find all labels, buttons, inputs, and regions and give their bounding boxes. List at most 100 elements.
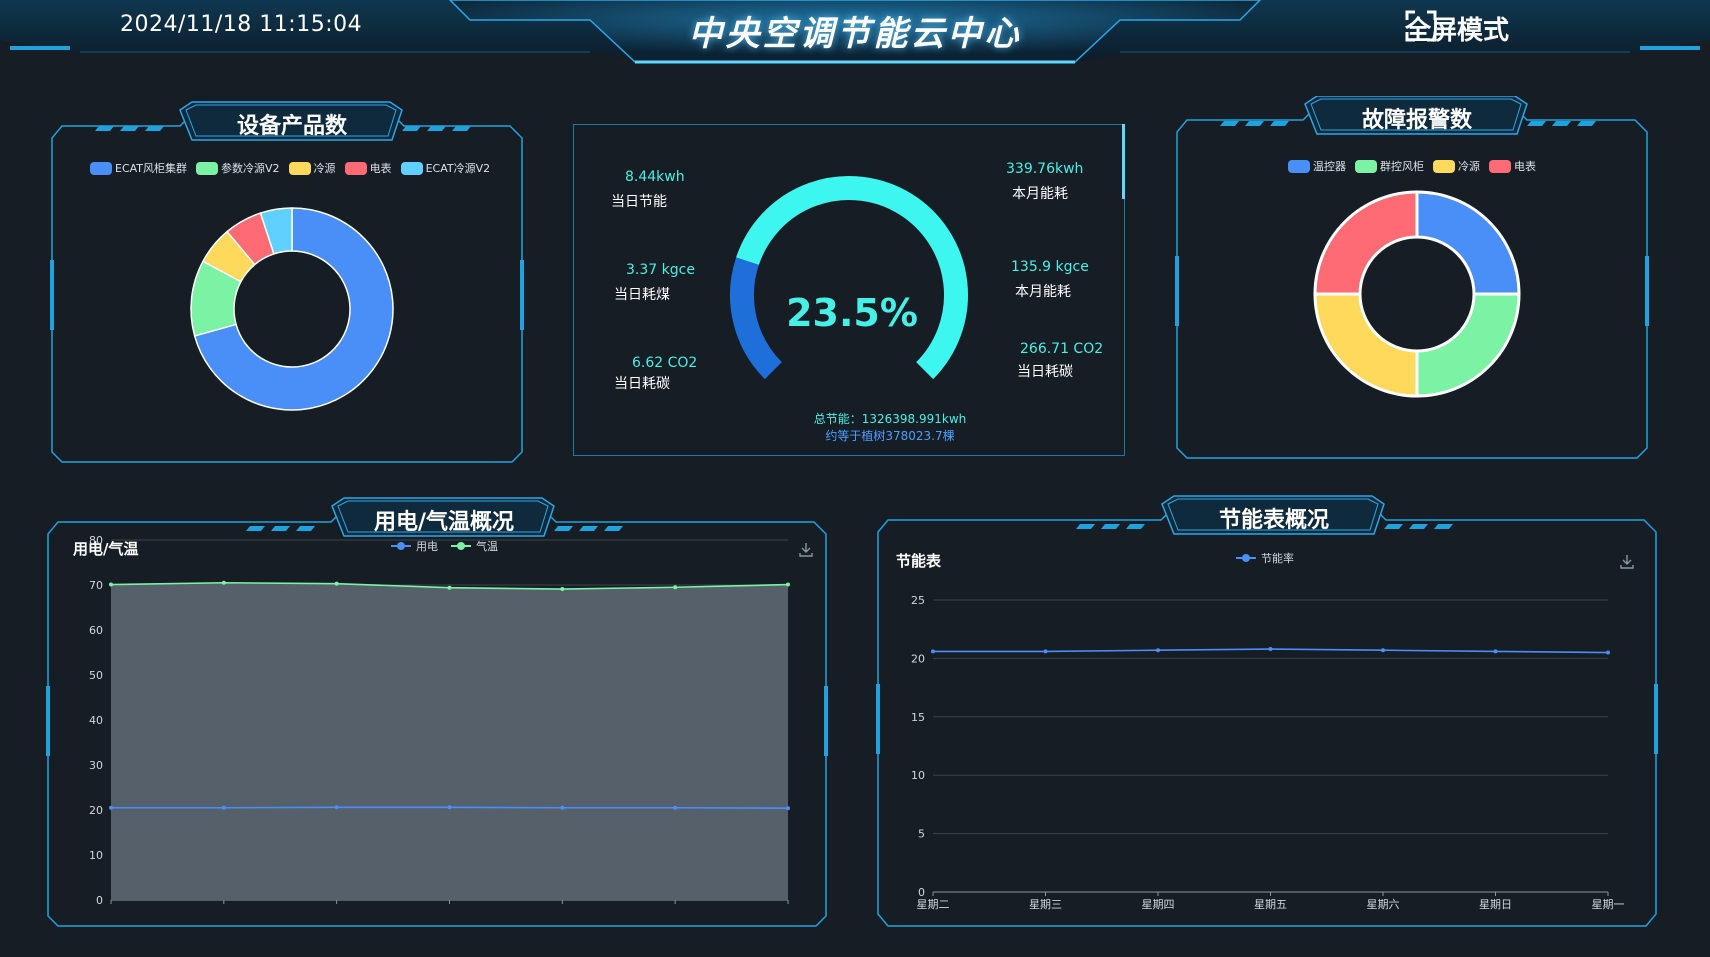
data-point[interactable]: [1268, 647, 1273, 652]
tree-equivalent: 约等于植树378023.7棵: [825, 429, 955, 443]
legend-swatch: [1288, 159, 1310, 173]
x-tick-label: 星期六: [1367, 898, 1400, 911]
legend-marker: [397, 542, 405, 550]
legend-swatch: [288, 161, 311, 175]
download-icon[interactable]: [1619, 554, 1635, 570]
legend-label: 电表: [1514, 160, 1536, 173]
legend-swatch: [400, 161, 423, 175]
page-title: 中央空调节能云中心: [688, 14, 1022, 54]
legend-item[interactable]: ECAT冷源V2: [400, 160, 491, 176]
device-count-panel: 设备产品数 ECAT风柜集群 参数冷源V2 冷源 电表 ECAT冷源V2: [50, 100, 525, 465]
y-tick-label: 0: [96, 894, 103, 907]
legend-label: 参数冷源V2: [221, 162, 280, 175]
legend-label: 群控风柜: [1380, 160, 1424, 173]
legend-label[interactable]: 用电: [416, 540, 438, 553]
x-tick-label: 星期三: [1029, 898, 1062, 911]
datetime-display: 2024/11/18 11:15:04: [120, 12, 363, 37]
power-temperature-chart: 0 10 20 30 40 50 60 70 80 用电 气温: [89, 534, 790, 907]
header-bar: 2024/11/18 11:15:04 中央空调节能云中心 全屏模式: [0, 0, 1710, 70]
x-tick-label: 星期二: [917, 898, 950, 911]
data-point[interactable]: [334, 805, 339, 810]
y-tick-label: 40: [89, 714, 103, 727]
legend-swatch: [196, 161, 219, 175]
legend-item[interactable]: 冷源: [1433, 158, 1480, 174]
data-point[interactable]: [673, 585, 678, 590]
panel-title: 用电/气温概况: [373, 510, 515, 535]
legend-item[interactable]: 群控风柜: [1355, 158, 1424, 174]
legend-label: ECAT冷源V2: [425, 162, 491, 175]
panel-frame: [1175, 96, 1649, 459]
data-point[interactable]: [786, 806, 790, 811]
panel-frame: [50, 101, 524, 463]
data-point[interactable]: [560, 805, 565, 810]
legend-label: 电表: [369, 162, 392, 175]
stat-monthly-coal: 135.9 kgce 本月能耗: [1011, 259, 1089, 301]
stat-daily-coal: 3.37 kgce 当日耗煤: [614, 262, 695, 304]
legend-item[interactable]: 冷源: [288, 160, 336, 176]
energy-saving-panel: 8.44kwh 当日节能 3.37 kgce 当日耗煤 6.62 CO2 当日耗…: [573, 124, 1125, 456]
data-point[interactable]: [673, 805, 678, 810]
panel-frame: [46, 497, 828, 927]
data-point[interactable]: [109, 582, 113, 587]
panel-title: 设备产品数: [236, 114, 347, 139]
donut-slice[interactable]: [259, 207, 293, 255]
fullscreen-button[interactable]: 全屏模式: [1405, 10, 1509, 46]
chart-title: 用电/气温: [73, 540, 139, 558]
data-point[interactable]: [221, 805, 226, 810]
energy-gauge: [730, 176, 968, 380]
panel-accent: [1122, 124, 1125, 199]
data-point[interactable]: [1043, 649, 1048, 654]
panel-frame: [876, 495, 1658, 927]
stat-value: 266.71 CO2: [1020, 341, 1104, 357]
legend-swatch: [1355, 159, 1377, 173]
data-point[interactable]: [560, 587, 565, 592]
legend-item[interactable]: 参数冷源V2: [196, 160, 280, 176]
gauge-progress-arc: [730, 257, 783, 380]
legend-item[interactable]: 温控器: [1288, 158, 1346, 174]
donut-slice[interactable]: [1415, 292, 1521, 398]
legend-item[interactable]: 电表: [1489, 158, 1536, 174]
data-point[interactable]: [447, 805, 452, 810]
stat-label: 当日节能: [611, 194, 667, 210]
x-tick-label: 星期日: [1479, 898, 1512, 911]
data-point[interactable]: [786, 582, 790, 587]
stat-label: 当日耗碳: [614, 376, 670, 392]
y-tick-label: 60: [89, 624, 103, 637]
legend-label[interactable]: 气温: [476, 539, 498, 553]
y-tick-label: 15: [911, 711, 925, 724]
data-point[interactable]: [1156, 648, 1160, 653]
y-tick-label: 80: [89, 534, 103, 547]
data-point[interactable]: [1493, 649, 1498, 654]
legend-label[interactable]: 节能率: [1261, 551, 1294, 565]
donut-slice[interactable]: [1313, 190, 1419, 296]
data-point[interactable]: [109, 805, 113, 810]
legend-label: ECAT风柜集群: [115, 162, 188, 175]
total-saving: 总节能：1326398.991kwh: [813, 412, 967, 426]
data-point[interactable]: [1381, 648, 1385, 653]
legend-item[interactable]: 电表: [344, 160, 392, 176]
y-tick-label: 25: [911, 594, 925, 607]
stat-value: 339.76kwh: [1006, 161, 1084, 177]
panel-title: 故障报警数: [1361, 108, 1472, 133]
stat-value: 135.9 kgce: [1011, 259, 1089, 275]
data-point[interactable]: [447, 585, 452, 590]
legend-swatch: [1433, 159, 1455, 173]
legend-marker: [1242, 554, 1250, 562]
data-point[interactable]: [1606, 650, 1610, 655]
legend-item[interactable]: ECAT风柜集群: [90, 160, 187, 176]
data-point[interactable]: [334, 581, 339, 586]
legend-marker: [457, 542, 465, 550]
data-point[interactable]: [221, 580, 226, 585]
energy-saving-rate-chart: 0 5 10 15 20 25 星期二 星期三 星期四 星期五 星期六 星期日 星期一 节能率: [911, 551, 1625, 911]
data-point[interactable]: [931, 649, 935, 654]
power-temperature-panel: 用电/气温概况 用电/气温 0 10 20 30 40 50 60 70 80 用电 气温: [46, 496, 828, 928]
donut-slice[interactable]: [1415, 190, 1521, 296]
stat-label: 当日耗碳: [1017, 364, 1073, 380]
legend-label: 冷源: [313, 162, 336, 175]
download-icon[interactable]: [798, 542, 814, 558]
fault-donut-chart: [1313, 190, 1521, 398]
donut-slice[interactable]: [1313, 292, 1419, 398]
y-tick-label: 10: [89, 849, 103, 862]
legend-swatch: [1489, 159, 1511, 173]
donut-slice[interactable]: [193, 207, 394, 411]
